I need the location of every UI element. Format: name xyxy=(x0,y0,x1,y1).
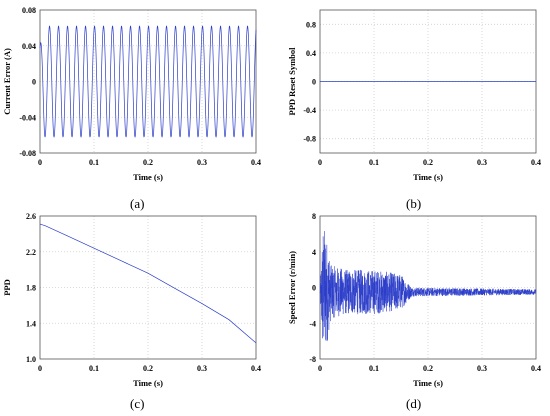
x-tick-label: 0 xyxy=(318,158,322,167)
y-tick-label: 0.8 xyxy=(306,20,316,29)
plot-frame xyxy=(319,215,537,360)
series-line xyxy=(39,25,257,138)
x-tick-label: 0.4 xyxy=(531,364,541,373)
x-axis-label: Time (s) xyxy=(413,172,443,182)
y-tick-label: 0.08 xyxy=(22,6,36,15)
y-axis-label: PPD Reset Symbol xyxy=(287,47,297,116)
y-tick-label: 0.4 xyxy=(306,49,316,58)
plot-frame xyxy=(39,9,257,154)
plot-frame xyxy=(39,215,257,360)
series-line xyxy=(319,231,537,342)
y-axis-label: PPD xyxy=(2,279,12,296)
y-tick-label: 0.04 xyxy=(22,42,36,51)
x-tick-label: 0.1 xyxy=(369,364,379,373)
x-tick-label: 0 xyxy=(318,364,322,373)
x-tick-label: 0.1 xyxy=(369,158,379,167)
y-tick-label: 2.6 xyxy=(26,212,36,221)
x-tick-label: 0 xyxy=(38,158,42,167)
y-tick-label: -4 xyxy=(309,319,316,328)
caption-b: (b) xyxy=(406,196,422,211)
x-tick-label: 0.1 xyxy=(89,364,99,373)
y-tick-label: 0 xyxy=(312,284,316,293)
y-tick-label: 1.4 xyxy=(26,319,36,328)
chart-panel-2: 0 0.1 0.2 0.3 0.4 2.6 2.2 1.8 1.4 1.0 Time (s) PPD xyxy=(2,212,261,388)
x-tick-label: 0.3 xyxy=(477,158,487,167)
x-tick-label: 0 xyxy=(38,364,42,373)
x-tick-label: 0.4 xyxy=(251,158,261,167)
x-tick-label: 0.3 xyxy=(477,364,487,373)
y-tick-label: 1.0 xyxy=(26,355,36,364)
y-axis-label: Speed Error (r/min) xyxy=(287,251,297,324)
y-tick-label: -0.4 xyxy=(303,106,316,115)
y-tick-label: 8 xyxy=(312,212,316,221)
x-tick-label: 0.1 xyxy=(89,158,99,167)
x-tick-label: 0.4 xyxy=(531,158,541,167)
y-tick-label: 1.8 xyxy=(26,284,36,293)
x-axis-label: Time (s) xyxy=(133,172,163,182)
x-tick-label: 0.2 xyxy=(143,158,153,167)
y-tick-label: -8 xyxy=(309,355,316,364)
x-tick-label: 0.2 xyxy=(143,364,153,373)
y-tick-label: -0.04 xyxy=(19,113,36,122)
y-tick-label: 2.2 xyxy=(26,248,36,257)
chart-panel-3: 0 0.1 0.2 0.3 0.4 8 4 0 -4 -8 Time (s) Speed Error … xyxy=(287,212,541,388)
y-axis-label: Current Error (A) xyxy=(2,48,12,115)
y-tick-label: -0.08 xyxy=(19,149,36,158)
x-tick-label: 0.2 xyxy=(423,158,433,167)
x-tick-label: 0.3 xyxy=(197,158,207,167)
y-tick-label: 0 xyxy=(312,78,316,87)
y-tick-label: 4 xyxy=(312,248,316,257)
chart-panel-0: 0 0.1 0.2 0.3 0.4 0.08 0.04 0 -0.04 -0.08 Time (s)… xyxy=(2,6,261,182)
caption-d: (d) xyxy=(406,396,422,411)
x-axis-label: Time (s) xyxy=(413,378,443,388)
x-tick-label: 0.2 xyxy=(423,364,433,373)
x-tick-label: 0.4 xyxy=(251,364,261,373)
y-tick-label: -0.8 xyxy=(303,135,316,144)
series-line xyxy=(39,223,257,344)
caption-c: (c) xyxy=(130,396,145,411)
y-tick-label: 0 xyxy=(32,78,36,87)
x-axis-label: Time (s) xyxy=(133,378,163,388)
x-tick-label: 0.3 xyxy=(197,364,207,373)
caption-a: (a) xyxy=(130,196,145,211)
chart-panel-1: 0 0.1 0.2 0.3 0.4 0.8 0.4 0 -0.4 -0.8 Time (s) PPD … xyxy=(287,9,541,182)
